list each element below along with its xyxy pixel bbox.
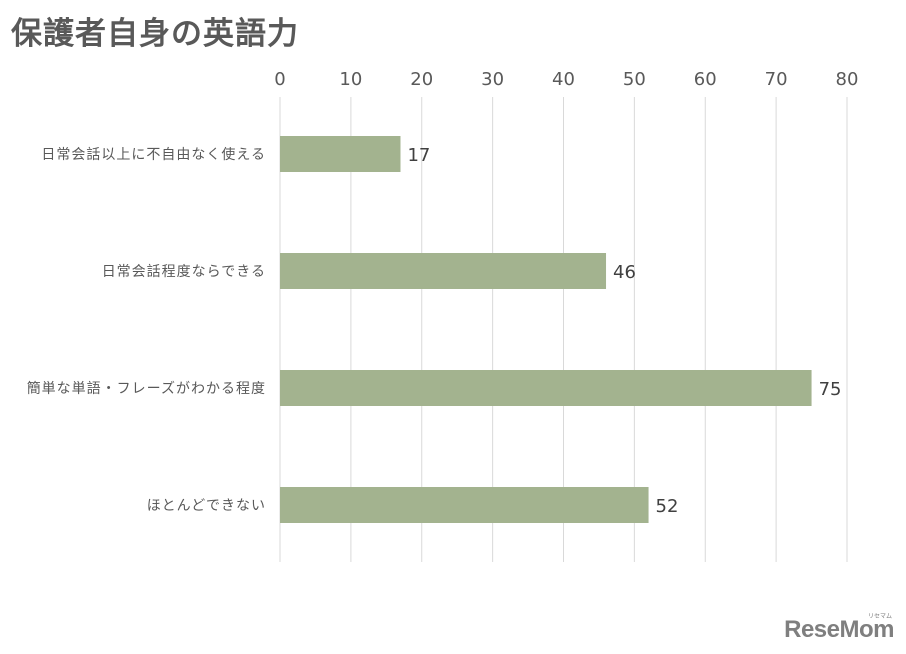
logo-subtext: リセマム — [867, 613, 892, 620]
x-tick-label: 40 — [552, 69, 575, 90]
category-label: 日常会話以上に不自由なく使える — [41, 146, 266, 163]
bar — [280, 136, 401, 172]
data-label: 75 — [819, 379, 842, 400]
x-tick-label: 80 — [836, 69, 859, 90]
x-tick-label: 0 — [274, 69, 285, 90]
data-label: 46 — [613, 262, 636, 283]
bar — [280, 487, 649, 523]
bar — [280, 370, 812, 406]
chart-title: 保護者自身の英語力 — [11, 16, 299, 52]
x-tick-label: 30 — [481, 69, 504, 90]
data-label: 52 — [656, 496, 679, 517]
x-tick-label: 70 — [765, 69, 788, 90]
category-label: ほとんどできない — [147, 498, 266, 514]
category-label: 日常会話程度ならできる — [102, 263, 266, 280]
data-label: 17 — [407, 145, 430, 166]
x-tick-label: 10 — [339, 69, 362, 90]
resemom-logo: ReseMom — [784, 616, 894, 643]
x-tick-label: 50 — [623, 69, 646, 90]
x-tick-label: 20 — [410, 69, 433, 90]
bar — [280, 253, 607, 289]
category-label: 簡単な単語・フレーズがわかる程度 — [27, 381, 266, 397]
x-tick-label: 60 — [694, 69, 717, 90]
